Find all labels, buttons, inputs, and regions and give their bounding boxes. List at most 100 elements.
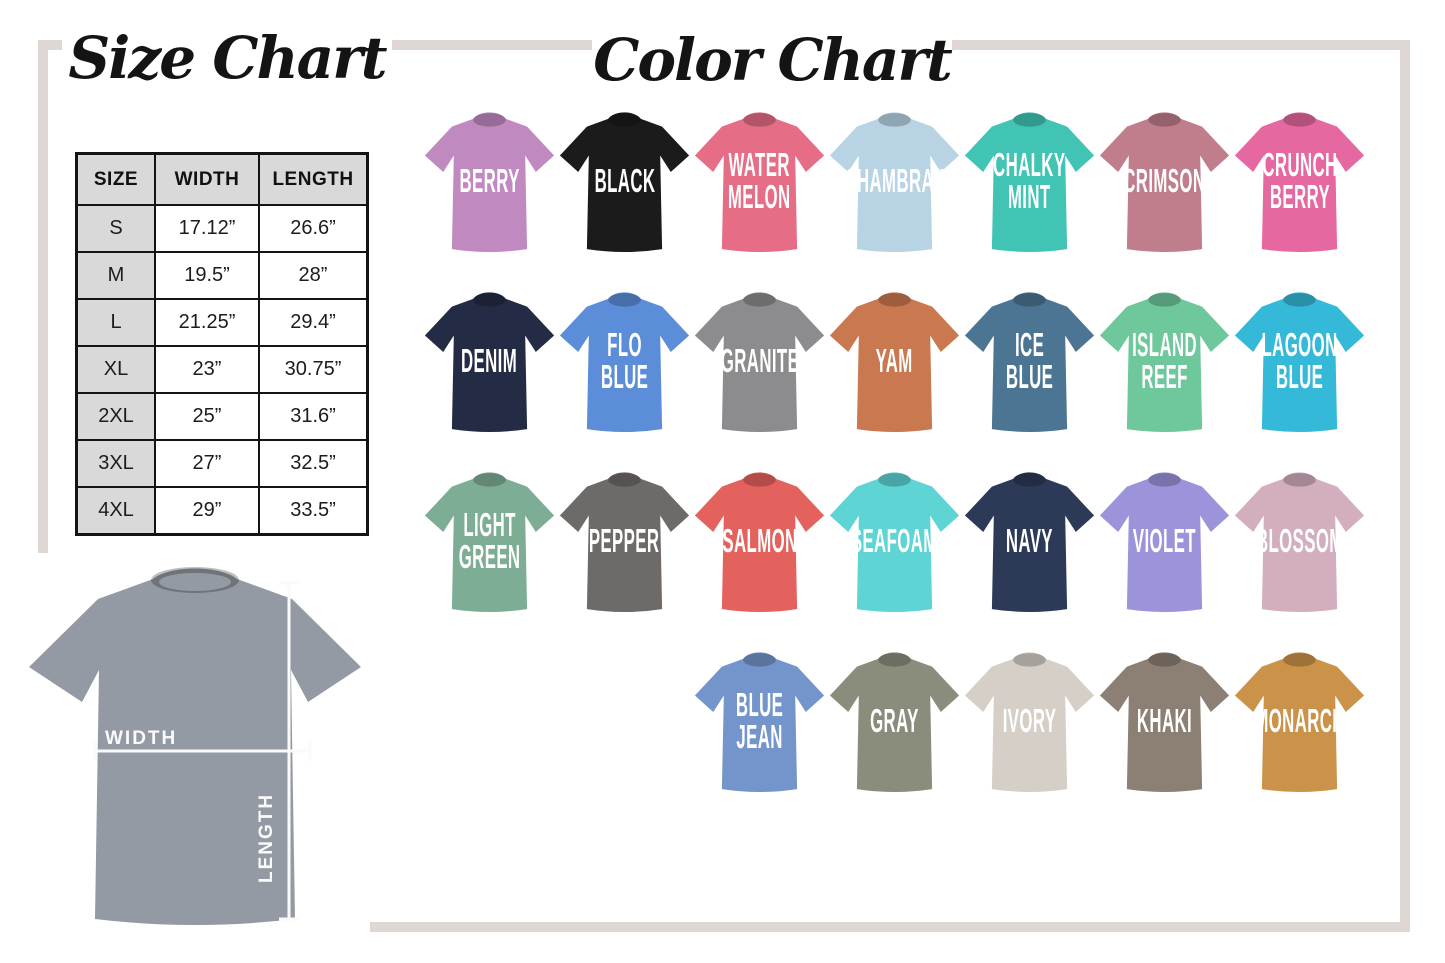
width-label: WIDTH <box>105 728 177 749</box>
column-header-size: SIZE <box>75 152 156 206</box>
tshirt-icon <box>1099 292 1230 432</box>
color-swatch-khaki: KHAKI <box>1097 644 1232 812</box>
color-chart-row-4: BLUE JEAN GRAY IVORY KHAKI M <box>692 644 1367 812</box>
tshirt-icon <box>829 472 960 612</box>
color-swatch-blossom: BLOSSOM <box>1232 464 1367 632</box>
width-cell: 17.12” <box>154 204 260 253</box>
size-chart-title: Size Chart <box>62 10 392 106</box>
tshirt-icon <box>424 472 555 612</box>
size-table-row: XL 23” 30.75” <box>75 345 369 394</box>
color-swatch-crunch-berry: CRUNCH BERRY <box>1232 104 1367 272</box>
width-cell: 19.5” <box>154 251 260 300</box>
length-cell: 31.6” <box>258 392 369 441</box>
width-cell: 25” <box>154 392 260 441</box>
tshirt-icon <box>1234 472 1365 612</box>
tshirt-icon <box>829 292 960 432</box>
width-cell: 21.25” <box>154 298 260 347</box>
size-table-row: 3XL 27” 32.5” <box>75 439 369 488</box>
tshirt-icon <box>694 652 825 792</box>
size-table-row: L 21.25” 29.4” <box>75 298 369 347</box>
column-header-width: WIDTH <box>154 152 260 206</box>
tshirt-icon <box>694 292 825 432</box>
tshirt-icon <box>1099 652 1230 792</box>
size-cell: S <box>75 204 156 253</box>
color-swatch-salmon: SALMON <box>692 464 827 632</box>
color-swatch-granite: GRANITE <box>692 284 827 452</box>
measurement-tshirt-icon: WIDTH LENGTH <box>29 567 361 925</box>
tshirt-icon <box>1234 652 1365 792</box>
color-swatch-denim: DENIM <box>422 284 557 452</box>
column-header-length: LENGTH <box>258 152 369 206</box>
size-table-row: 4XL 29” 33.5” <box>75 486 369 536</box>
color-chart-title: Color Chart <box>592 12 953 108</box>
color-swatch-seafoam: SEAFOAM <box>827 464 962 632</box>
color-swatch-light-green: LIGHT GREEN <box>422 464 557 632</box>
tshirt-icon <box>1099 112 1230 252</box>
color-swatch-monarch: MONARCH <box>1232 644 1367 812</box>
measurement-lines <box>93 581 312 921</box>
tshirt-icon <box>559 292 690 432</box>
tshirt-icon <box>424 112 555 252</box>
color-swatch-navy: NAVY <box>962 464 1097 632</box>
tshirt-icon <box>424 292 555 432</box>
length-cell: 30.75” <box>258 345 369 394</box>
color-swatch-gray: GRAY <box>827 644 962 812</box>
width-cell: 27” <box>154 439 260 488</box>
color-swatch-yam: YAM <box>827 284 962 452</box>
color-chart-row-3: LIGHT GREEN PEPPER SALMON SEAFOAM <box>422 464 1367 632</box>
measurement-diagram: WIDTH LENGTH <box>20 553 370 947</box>
color-swatch-berry: BERRY <box>422 104 557 272</box>
color-swatch-island-reef: ISLAND REEF <box>1097 284 1232 452</box>
color-swatch-pepper: PEPPER <box>557 464 692 632</box>
color-swatch-violet: VIOLET <box>1097 464 1232 632</box>
size-cell: XL <box>75 345 156 394</box>
tshirt-icon <box>1099 472 1230 612</box>
tshirt-icon <box>559 112 690 252</box>
size-cell: M <box>75 251 156 300</box>
measurement-tshirt-collar-band <box>159 573 231 591</box>
tshirt-icon <box>829 652 960 792</box>
measurement-tshirt-body <box>29 568 361 925</box>
size-table-body: S 17.12” 26.6” M 19.5” 28” L 21.25” 29.4… <box>75 204 369 536</box>
color-swatch-ice-blue: ICE BLUE <box>962 284 1097 452</box>
size-cell: 2XL <box>75 392 156 441</box>
size-cell: 4XL <box>75 486 156 536</box>
size-cell: 3XL <box>75 439 156 488</box>
length-label: LENGTH <box>256 793 277 883</box>
color-swatch-ivory: IVORY <box>962 644 1097 812</box>
size-table-row: 2XL 25” 31.6” <box>75 392 369 441</box>
size-cell: L <box>75 298 156 347</box>
length-cell: 28” <box>258 251 369 300</box>
size-table-row: S 17.12” 26.6” <box>75 204 369 253</box>
color-swatch-lagoon-blue: LAGOON BLUE <box>1232 284 1367 452</box>
tshirt-icon <box>694 472 825 612</box>
tshirt-icon <box>1234 112 1365 252</box>
tshirt-icon <box>964 112 1095 252</box>
width-cell: 23” <box>154 345 260 394</box>
length-cell: 26.6” <box>258 204 369 253</box>
color-swatch-chambray: CHAMBRAY <box>827 104 962 272</box>
color-swatch-chalky-mint: CHALKY MINT <box>962 104 1097 272</box>
length-cell: 32.5” <box>258 439 369 488</box>
color-swatch-blue-jean: BLUE JEAN <box>692 644 827 812</box>
color-swatch-crimson: CRIMSON <box>1097 104 1232 272</box>
tshirt-icon <box>559 472 690 612</box>
color-swatch-black: BLACK <box>557 104 692 272</box>
color-swatch-flo-blue: FLO BLUE <box>557 284 692 452</box>
color-chart-row-1: BERRY BLACK WATER MELON CHAMBRAY <box>422 104 1367 272</box>
length-cell: 29.4” <box>258 298 369 347</box>
color-swatch-water-melon: WATER MELON <box>692 104 827 272</box>
tshirt-icon <box>964 472 1095 612</box>
tshirt-icon <box>829 112 960 252</box>
tshirt-icon <box>964 292 1095 432</box>
size-table-header-row: SIZE WIDTH LENGTH <box>75 152 369 206</box>
width-cell: 29” <box>154 486 260 536</box>
size-table-row: M 19.5” 28” <box>75 251 369 300</box>
tshirt-icon <box>1234 292 1365 432</box>
size-chart-table: SIZE WIDTH LENGTH S 17.12” 26.6” M 19.5”… <box>75 152 369 536</box>
color-chart-row-2: DENIM FLO BLUE GRANITE YAM I <box>422 284 1367 452</box>
tshirt-icon <box>964 652 1095 792</box>
length-cell: 33.5” <box>258 486 369 536</box>
tshirt-icon <box>694 112 825 252</box>
